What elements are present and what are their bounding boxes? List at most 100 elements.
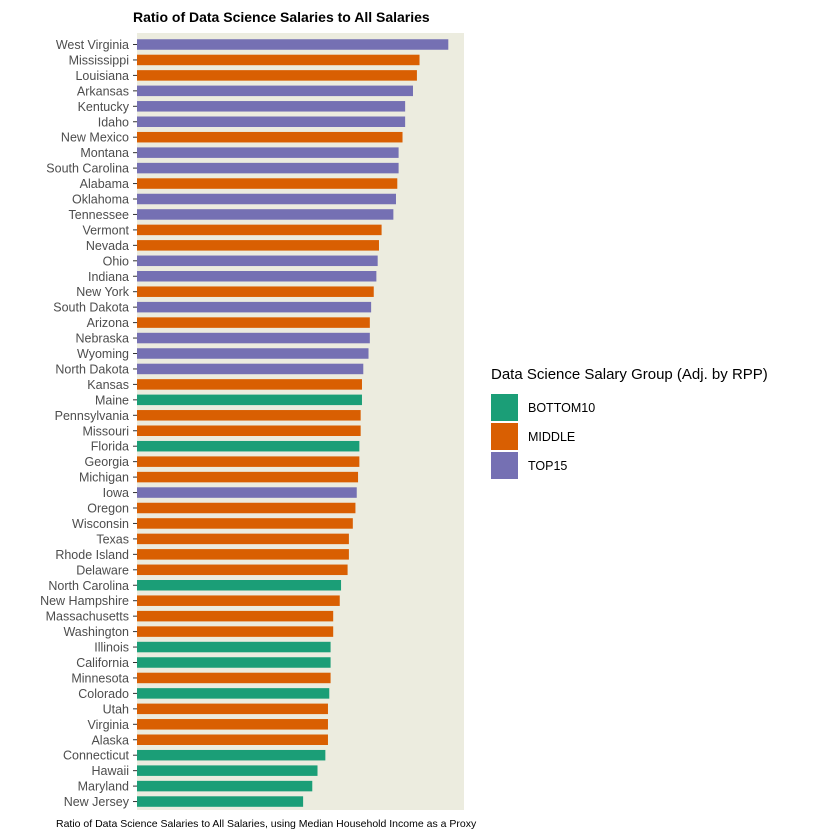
category-label-florida: Florida <box>91 440 129 454</box>
category-label-rhode-island: Rhode Island <box>55 548 129 562</box>
category-label-oregon: Oregon <box>87 502 129 516</box>
category-label-oklahoma: Oklahoma <box>72 193 129 207</box>
category-label-new-mexico: New Mexico <box>61 131 129 145</box>
bar-delaware <box>137 564 348 576</box>
bar-montana <box>137 147 399 158</box>
category-label-mississippi: Mississippi <box>69 53 129 67</box>
category-label-new-york: New York <box>76 285 130 299</box>
category-label-massachusetts: Massachusetts <box>46 610 129 624</box>
bar-idaho <box>137 116 406 127</box>
category-label-west-virginia: West Virginia <box>56 38 129 52</box>
category-label-michigan: Michigan <box>79 471 129 485</box>
bar-alabama <box>137 178 398 189</box>
category-label-connecticut: Connecticut <box>63 749 130 763</box>
bar-kansas <box>137 379 362 390</box>
bar-maine <box>137 394 362 406</box>
category-label-maine: Maine <box>95 393 129 407</box>
bar-pennsylvania <box>137 410 361 421</box>
bar-nevada <box>137 240 379 251</box>
bar-new-hampshire <box>137 595 340 606</box>
bar-washington <box>137 626 334 637</box>
legend-item-middle: MIDDLE <box>491 422 768 451</box>
category-label-vermont: Vermont <box>82 223 129 237</box>
category-label-nebraska: Nebraska <box>76 332 130 346</box>
category-label-north-dakota: North Dakota <box>55 362 129 376</box>
bar-michigan <box>137 471 359 483</box>
bar-virginia <box>137 719 328 730</box>
category-label-washington: Washington <box>63 625 129 639</box>
bar-iowa <box>137 487 357 498</box>
chart-caption: Ratio of Data Science Salaries to All Sa… <box>56 818 477 830</box>
category-label-maryland: Maryland <box>78 780 129 794</box>
legend-key-middle <box>491 423 518 450</box>
category-label-new-jersey: New Jersey <box>64 795 130 809</box>
category-label-wisconsin: Wisconsin <box>72 517 129 531</box>
category-label-hawaii: Hawaii <box>91 764 129 778</box>
bar-north-dakota <box>137 363 364 375</box>
category-label-utah: Utah <box>103 702 129 716</box>
bar-nebraska <box>137 332 370 344</box>
chart-title: Ratio of Data Science Salaries to All Sa… <box>133 9 430 25</box>
bar-north-carolina <box>137 580 342 591</box>
legend-key-bottom10 <box>491 394 518 421</box>
bar-arizona <box>137 317 370 328</box>
bar-utah <box>137 703 328 715</box>
legend-item-top15: TOP15 <box>491 451 768 480</box>
bar-tennessee <box>137 209 394 220</box>
category-label-south-carolina: South Carolina <box>46 162 129 176</box>
bar-new-mexico <box>137 131 403 143</box>
category-label-missouri: Missouri <box>82 424 129 438</box>
category-label-indiana: Indiana <box>88 270 129 284</box>
legend-label-bottom10: BOTTOM10 <box>528 400 596 415</box>
category-label-iowa: Iowa <box>103 486 129 500</box>
bar-south-dakota <box>137 301 372 313</box>
category-label-tennessee: Tennessee <box>69 208 130 222</box>
bar-california <box>137 657 331 668</box>
bar-vermont <box>137 224 382 236</box>
category-label-arkansas: Arkansas <box>77 84 129 98</box>
legend-title: Data Science Salary Group (Adj. by RPP) <box>491 366 768 383</box>
category-label-illinois: Illinois <box>94 641 129 655</box>
bar-colorado <box>137 688 330 699</box>
legend-label-top15: TOP15 <box>528 458 568 473</box>
bar-wyoming <box>137 348 369 359</box>
bar-connecticut <box>137 749 326 761</box>
bars-layer <box>137 39 449 807</box>
legend-item-bottom10: BOTTOM10 <box>491 393 768 422</box>
category-label-pennsylvania: Pennsylvania <box>55 409 129 423</box>
category-label-nevada: Nevada <box>86 239 129 253</box>
category-label-idaho: Idaho <box>98 115 129 129</box>
bar-new-york <box>137 286 374 297</box>
category-label-georgia: Georgia <box>85 455 130 469</box>
bar-georgia <box>137 456 360 467</box>
bar-mississippi <box>137 54 420 66</box>
bar-oklahoma <box>137 193 396 205</box>
bar-indiana <box>137 271 377 282</box>
bar-kentucky <box>137 101 406 112</box>
bar-alaska <box>137 734 328 745</box>
bar-illinois <box>137 641 331 653</box>
category-label-alaska: Alaska <box>91 733 129 747</box>
bar-oregon <box>137 502 356 514</box>
category-label-arizona: Arizona <box>87 316 129 330</box>
category-label-montana: Montana <box>80 146 129 160</box>
category-label-minnesota: Minnesota <box>71 671 129 685</box>
legend: Data Science Salary Group (Adj. by RPP) … <box>491 366 768 480</box>
bar-minnesota <box>137 672 331 684</box>
bar-ohio <box>137 255 378 267</box>
category-label-wyoming: Wyoming <box>77 347 129 361</box>
category-label-kansas: Kansas <box>87 378 129 392</box>
category-ticks <box>133 44 137 803</box>
bar-south-carolina <box>137 162 399 174</box>
bar-arkansas <box>137 85 413 97</box>
bar-wisconsin <box>137 518 353 529</box>
category-label-louisiana: Louisiana <box>75 69 129 83</box>
category-label-california: California <box>76 656 129 670</box>
bar-rhode-island <box>137 549 349 560</box>
bar-texas <box>137 533 349 545</box>
category-label-virginia: Virginia <box>88 718 130 732</box>
bar-hawaii <box>137 765 318 776</box>
bar-louisiana <box>137 70 417 81</box>
